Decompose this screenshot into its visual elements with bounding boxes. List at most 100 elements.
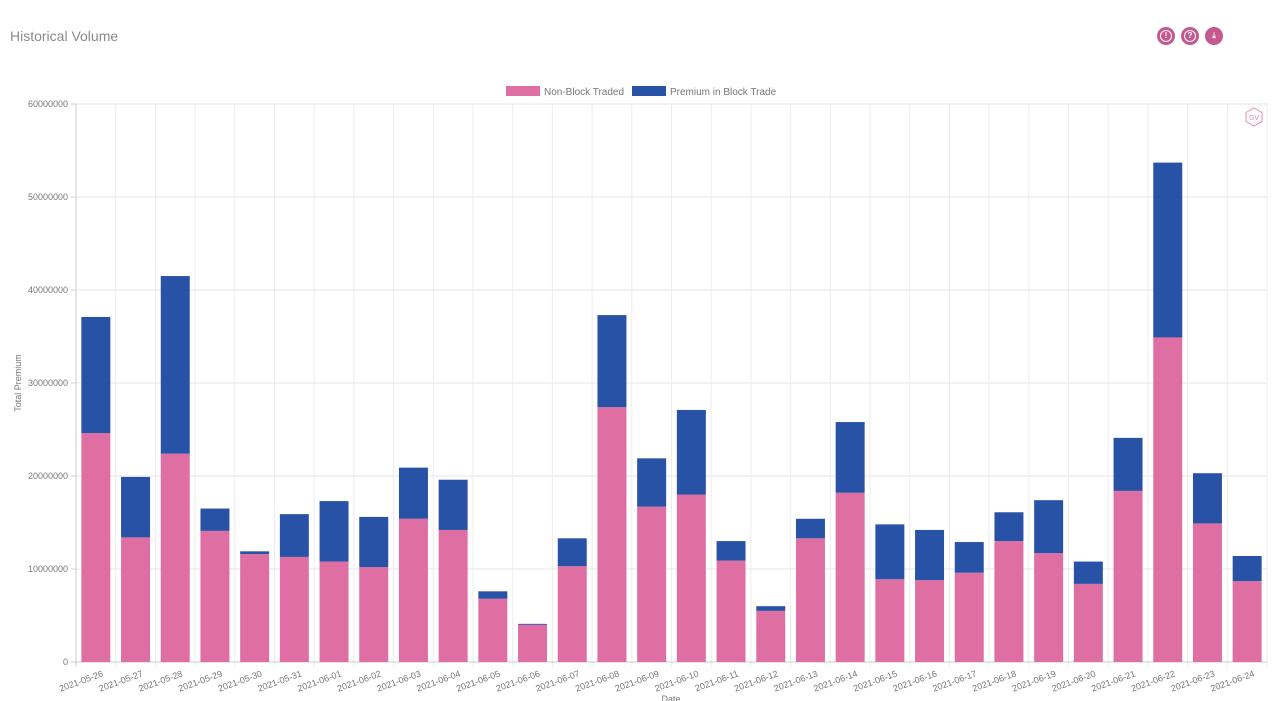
bar-non-block (637, 506, 667, 662)
x-tick-label: 2021-05-29 (177, 668, 224, 693)
x-tick-label: 2021-06-17 (931, 668, 978, 693)
bar-non-block (518, 624, 548, 662)
bar-block-trade (398, 467, 428, 519)
x-axis-title: Date (661, 694, 680, 701)
bar-non-block (319, 561, 349, 662)
help-glyph: ? (1184, 30, 1196, 42)
legend-label-block-trade: Premium in Block Trade (670, 87, 777, 98)
bar-non-block (81, 433, 111, 662)
x-tick-label: 2021-06-11 (694, 668, 740, 693)
bar-block-trade (1034, 500, 1064, 554)
watermark-logo (1245, 107, 1263, 127)
help-icon[interactable]: ? (1181, 27, 1199, 45)
bar-non-block (835, 492, 865, 662)
x-tick-label: 2021-06-13 (772, 668, 819, 693)
y-axis-title: Total Premium (13, 354, 23, 412)
x-tick-label: 2021-06-01 (296, 668, 343, 693)
bar-block-trade (359, 516, 389, 568)
y-tick-label: 40000000 (28, 285, 68, 295)
bar-non-block (557, 566, 587, 662)
bar-non-block (1073, 583, 1103, 662)
x-tick-label: 2021-06-22 (1130, 668, 1177, 693)
x-tick-label: 2021-06-20 (1050, 668, 1097, 693)
y-tick-label: 30000000 (28, 378, 68, 388)
x-tick-label: 2021-06-08 (574, 668, 621, 693)
bar-non-block (1034, 553, 1064, 662)
info-glyph: ! (1160, 30, 1172, 42)
x-tick-label: 2021-06-15 (852, 668, 899, 693)
legend-swatch-non-block (506, 86, 540, 96)
bar-block-trade (518, 623, 548, 625)
x-tick-label: 2021-06-19 (1011, 668, 1058, 693)
y-tick-label: 10000000 (28, 564, 68, 574)
bar-non-block (1232, 581, 1262, 662)
bar-block-trade (597, 315, 627, 408)
bar-block-trade (756, 606, 786, 611)
bar-non-block (121, 537, 151, 662)
bar-non-block (478, 598, 508, 662)
bar-block-trade (200, 508, 230, 531)
bar-block-trade (1192, 473, 1222, 524)
x-tick-label: 2021-05-27 (98, 668, 145, 693)
x-tick-label: 2021-05-31 (256, 668, 303, 693)
bar-block-trade (1113, 437, 1143, 491)
bar-block-trade (478, 591, 508, 599)
bar-block-trade (676, 409, 706, 495)
watermark-text: GV (1249, 115, 1259, 122)
bar-block-trade (915, 529, 945, 581)
bar-block-trade (637, 458, 667, 507)
bar-block-trade (121, 476, 151, 538)
bar-non-block (200, 530, 230, 662)
x-tick-label: 2021-06-03 (375, 668, 422, 693)
bar-non-block (795, 538, 825, 662)
y-tick-label: 20000000 (28, 471, 68, 481)
bar-non-block (597, 407, 627, 662)
bar-non-block (438, 529, 468, 662)
x-tick-label: 2021-06-10 (653, 668, 700, 693)
x-tick-label: 2021-06-18 (971, 668, 1018, 693)
bar-block-trade (795, 518, 825, 539)
bar-non-block (1153, 337, 1183, 662)
bar-non-block (915, 580, 945, 662)
bar-non-block (359, 567, 389, 662)
bar-block-trade (319, 501, 349, 562)
bar-non-block (240, 554, 270, 662)
bar-non-block (398, 518, 428, 662)
x-tick-label: 2021-06-09 (614, 668, 661, 693)
x-tick-label: 2021-05-28 (137, 668, 184, 693)
legend-swatch-block-trade (632, 86, 666, 96)
bar-block-trade (875, 524, 905, 580)
x-tick-label: 2021-06-12 (733, 668, 780, 693)
bar-block-trade (279, 514, 309, 557)
download-icon[interactable]: ⤓ (1205, 27, 1223, 45)
y-tick-label: 0 (63, 657, 68, 667)
x-tick-label: 2021-05-26 (58, 668, 105, 693)
bar-block-trade (994, 512, 1024, 542)
legend-label-non-block: Non-Block Traded (544, 87, 624, 98)
bar-block-trade (81, 316, 111, 434)
page-title: Historical Volume (10, 28, 119, 44)
download-glyph: ⤓ (1212, 31, 1216, 40)
x-tick-label: 2021-06-16 (892, 668, 939, 693)
bar-block-trade (240, 551, 270, 555)
bar-non-block (1113, 490, 1143, 662)
x-tick-label: 2021-05-30 (217, 668, 264, 693)
bar-non-block (994, 541, 1024, 662)
toolbar: ! ? ⤓ (1157, 27, 1223, 45)
bar-block-trade (716, 541, 746, 561)
bar-non-block (1192, 523, 1222, 662)
bar-block-trade (1073, 561, 1103, 584)
info-icon[interactable]: ! (1157, 27, 1175, 45)
x-tick-label: 2021-06-02 (336, 668, 383, 693)
bar-non-block (676, 494, 706, 662)
bar-non-block (756, 610, 786, 662)
bar-block-trade (1232, 555, 1262, 582)
bar-non-block (279, 556, 309, 662)
x-tick-label: 2021-06-24 (1209, 668, 1256, 693)
bar-block-trade (438, 479, 468, 530)
x-tick-label: 2021-06-07 (534, 668, 581, 693)
bar-non-block (160, 453, 190, 662)
x-tick-label: 2021-06-23 (1169, 668, 1216, 693)
y-tick-label: 50000000 (28, 192, 68, 202)
x-tick-label: 2021-06-05 (455, 668, 502, 693)
